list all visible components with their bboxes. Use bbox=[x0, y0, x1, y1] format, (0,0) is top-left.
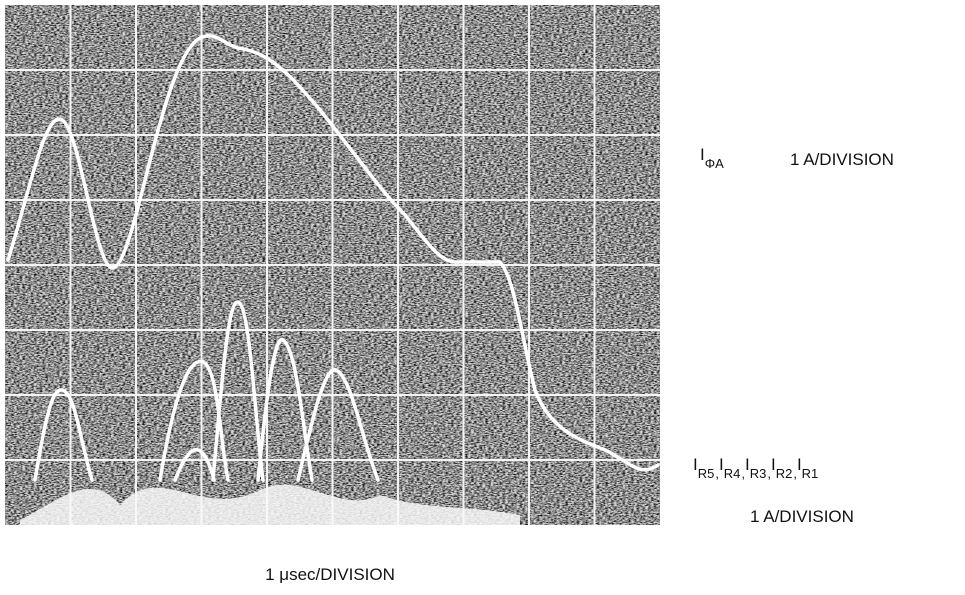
phase-scale: 1 A/DIVISION bbox=[790, 150, 894, 169]
time-scale: 1 μsec/DIVISION bbox=[265, 565, 395, 584]
subscript: R2 bbox=[776, 466, 793, 481]
subscript: ΦA bbox=[705, 156, 724, 171]
rotor-scale: 1 A/DIVISION bbox=[750, 507, 854, 526]
subscript: R4 bbox=[724, 466, 741, 481]
phase-label: IΦA bbox=[700, 145, 724, 171]
figure: IΦA 1 A/DIVISION IR5,IR4,IR3,IR2,IR1 1 A… bbox=[0, 0, 965, 595]
subscript: R3 bbox=[750, 466, 767, 481]
subscript: R5 bbox=[698, 466, 715, 481]
subscript: R1 bbox=[802, 466, 819, 481]
rotor-label: IR5,IR4,IR3,IR2,IR1 bbox=[693, 455, 818, 481]
scope-screen bbox=[5, 5, 660, 525]
